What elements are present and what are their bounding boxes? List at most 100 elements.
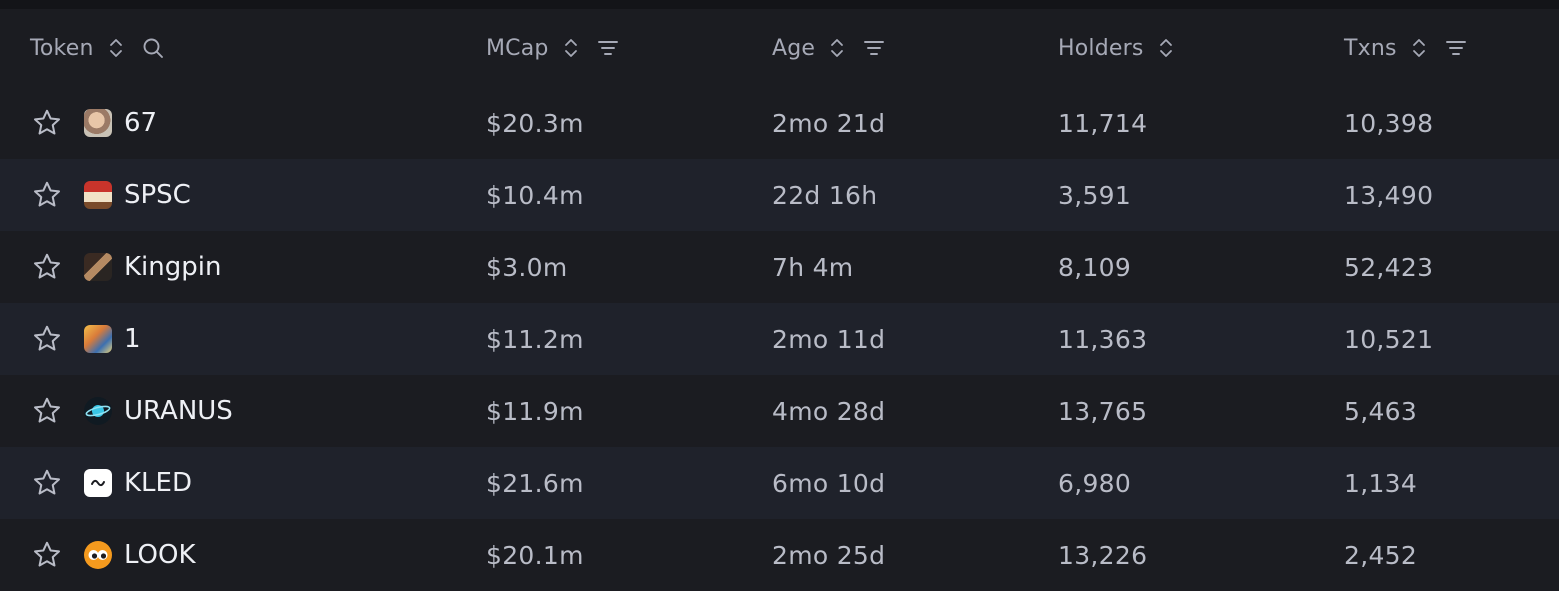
sort-icon[interactable]	[1411, 37, 1427, 59]
holders-value: 3,591	[1058, 180, 1132, 210]
holders-value: 8,109	[1058, 252, 1132, 282]
mcap-value: $20.1m	[486, 540, 584, 570]
token-name[interactable]: 67	[124, 108, 158, 138]
token-cell: SPSC	[0, 159, 486, 231]
txns-value: 13,490	[1344, 180, 1434, 210]
holders-value: 13,765	[1058, 396, 1148, 426]
txns-cell: 5,463	[1344, 375, 1559, 447]
mcap-cell: $20.1m	[486, 519, 772, 591]
holders-cell: 6,980	[1058, 447, 1344, 519]
token-cell: Kingpin	[0, 231, 486, 303]
age-value: 4mo 28d	[772, 396, 886, 426]
mcap-value: $11.9m	[486, 396, 584, 426]
table-row[interactable]: SPSC $10.4m 22d 16h 3,591 13,490	[0, 159, 1559, 231]
star-icon[interactable]	[30, 538, 64, 572]
header-txns: Txns	[1344, 9, 1559, 87]
txns-value: 2,452	[1344, 540, 1418, 570]
planet-icon	[84, 397, 112, 425]
colorful-art-icon	[84, 325, 112, 353]
table-row[interactable]: 1 $11.2m 2mo 11d 11,363 10,521	[0, 303, 1559, 375]
mcap-value: $11.2m	[486, 324, 584, 354]
header-txns-label: Txns	[1344, 35, 1397, 61]
age-value: 7h 4m	[772, 252, 854, 282]
header-holders: Holders	[1058, 9, 1344, 87]
top-strip	[0, 0, 1559, 9]
star-icon[interactable]	[30, 322, 64, 356]
header-holders-label: Holders	[1058, 35, 1144, 61]
mcap-cell: $20.3m	[486, 87, 772, 159]
search-icon[interactable]	[142, 37, 164, 59]
token-name[interactable]: LOOK	[124, 540, 196, 570]
header-age-label: Age	[772, 35, 816, 61]
star-icon[interactable]	[30, 178, 64, 212]
table-row[interactable]: URANUS $11.9m 4mo 28d 13,765 5,463	[0, 375, 1559, 447]
token-cell: 1	[0, 303, 486, 375]
holders-cell: 13,765	[1058, 375, 1344, 447]
holders-cell: 11,714	[1058, 87, 1344, 159]
eyes-icon	[84, 541, 112, 569]
table-header: Token MCap Age	[0, 9, 1559, 87]
header-token: Token	[0, 9, 486, 87]
age-cell: 2mo 11d	[772, 303, 1058, 375]
age-cell: 6mo 10d	[772, 447, 1058, 519]
token-name[interactable]: 1	[124, 324, 141, 354]
header-mcap: MCap	[486, 9, 772, 87]
header-token-label: Token	[30, 35, 94, 61]
holders-value: 11,714	[1058, 108, 1148, 138]
txns-value: 1,134	[1344, 468, 1418, 498]
table-row[interactable]: 67 $20.3m 2mo 21d 11,714 10,398	[0, 87, 1559, 159]
filter-icon[interactable]	[1445, 39, 1467, 57]
kled-logo-icon	[84, 469, 112, 497]
txns-cell: 13,490	[1344, 159, 1559, 231]
filter-icon[interactable]	[863, 39, 885, 57]
age-cell: 4mo 28d	[772, 375, 1058, 447]
table-row[interactable]: LOOK $20.1m 2mo 25d 13,226 2,452	[0, 519, 1559, 591]
age-cell: 2mo 25d	[772, 519, 1058, 591]
txns-value: 10,398	[1344, 108, 1434, 138]
age-value: 2mo 21d	[772, 108, 886, 138]
holders-cell: 13,226	[1058, 519, 1344, 591]
mcap-value: $21.6m	[486, 468, 584, 498]
mcap-cell: $11.9m	[486, 375, 772, 447]
age-cell: 2mo 21d	[772, 87, 1058, 159]
header-mcap-label: MCap	[486, 35, 549, 61]
mcap-value: $10.4m	[486, 180, 584, 210]
txns-value: 10,521	[1344, 324, 1434, 354]
txns-cell: 10,398	[1344, 87, 1559, 159]
txns-cell: 2,452	[1344, 519, 1559, 591]
star-icon[interactable]	[30, 106, 64, 140]
sort-icon[interactable]	[829, 37, 845, 59]
age-value: 22d 16h	[772, 180, 878, 210]
token-name[interactable]: KLED	[124, 468, 192, 498]
age-value: 6mo 10d	[772, 468, 886, 498]
txns-cell: 10,521	[1344, 303, 1559, 375]
star-icon[interactable]	[30, 466, 64, 500]
person-photo-icon	[84, 253, 112, 281]
table-row[interactable]: Kingpin $3.0m 7h 4m 8,109 52,423	[0, 231, 1559, 303]
holders-cell: 11,363	[1058, 303, 1344, 375]
mcap-value: $3.0m	[486, 252, 568, 282]
sort-icon[interactable]	[108, 37, 124, 59]
mcap-cell: $21.6m	[486, 447, 772, 519]
star-icon[interactable]	[30, 394, 64, 428]
token-name[interactable]: SPSC	[124, 180, 191, 210]
sort-icon[interactable]	[1158, 37, 1174, 59]
token-name[interactable]: URANUS	[124, 396, 233, 426]
txns-cell: 1,134	[1344, 447, 1559, 519]
token-cell: LOOK	[0, 519, 486, 591]
token-name[interactable]: Kingpin	[124, 252, 222, 282]
filter-icon[interactable]	[597, 39, 619, 57]
txns-cell: 52,423	[1344, 231, 1559, 303]
sort-icon[interactable]	[563, 37, 579, 59]
can-icon	[84, 181, 112, 209]
age-cell: 7h 4m	[772, 231, 1058, 303]
table-row[interactable]: KLED $21.6m 6mo 10d 6,980 1,134	[0, 447, 1559, 519]
age-cell: 22d 16h	[772, 159, 1058, 231]
header-age: Age	[772, 9, 1058, 87]
holders-value: 11,363	[1058, 324, 1148, 354]
txns-value: 5,463	[1344, 396, 1418, 426]
star-icon[interactable]	[30, 250, 64, 284]
age-value: 2mo 11d	[772, 324, 886, 354]
holders-value: 6,980	[1058, 468, 1132, 498]
token-table: Token MCap Age	[0, 9, 1559, 591]
